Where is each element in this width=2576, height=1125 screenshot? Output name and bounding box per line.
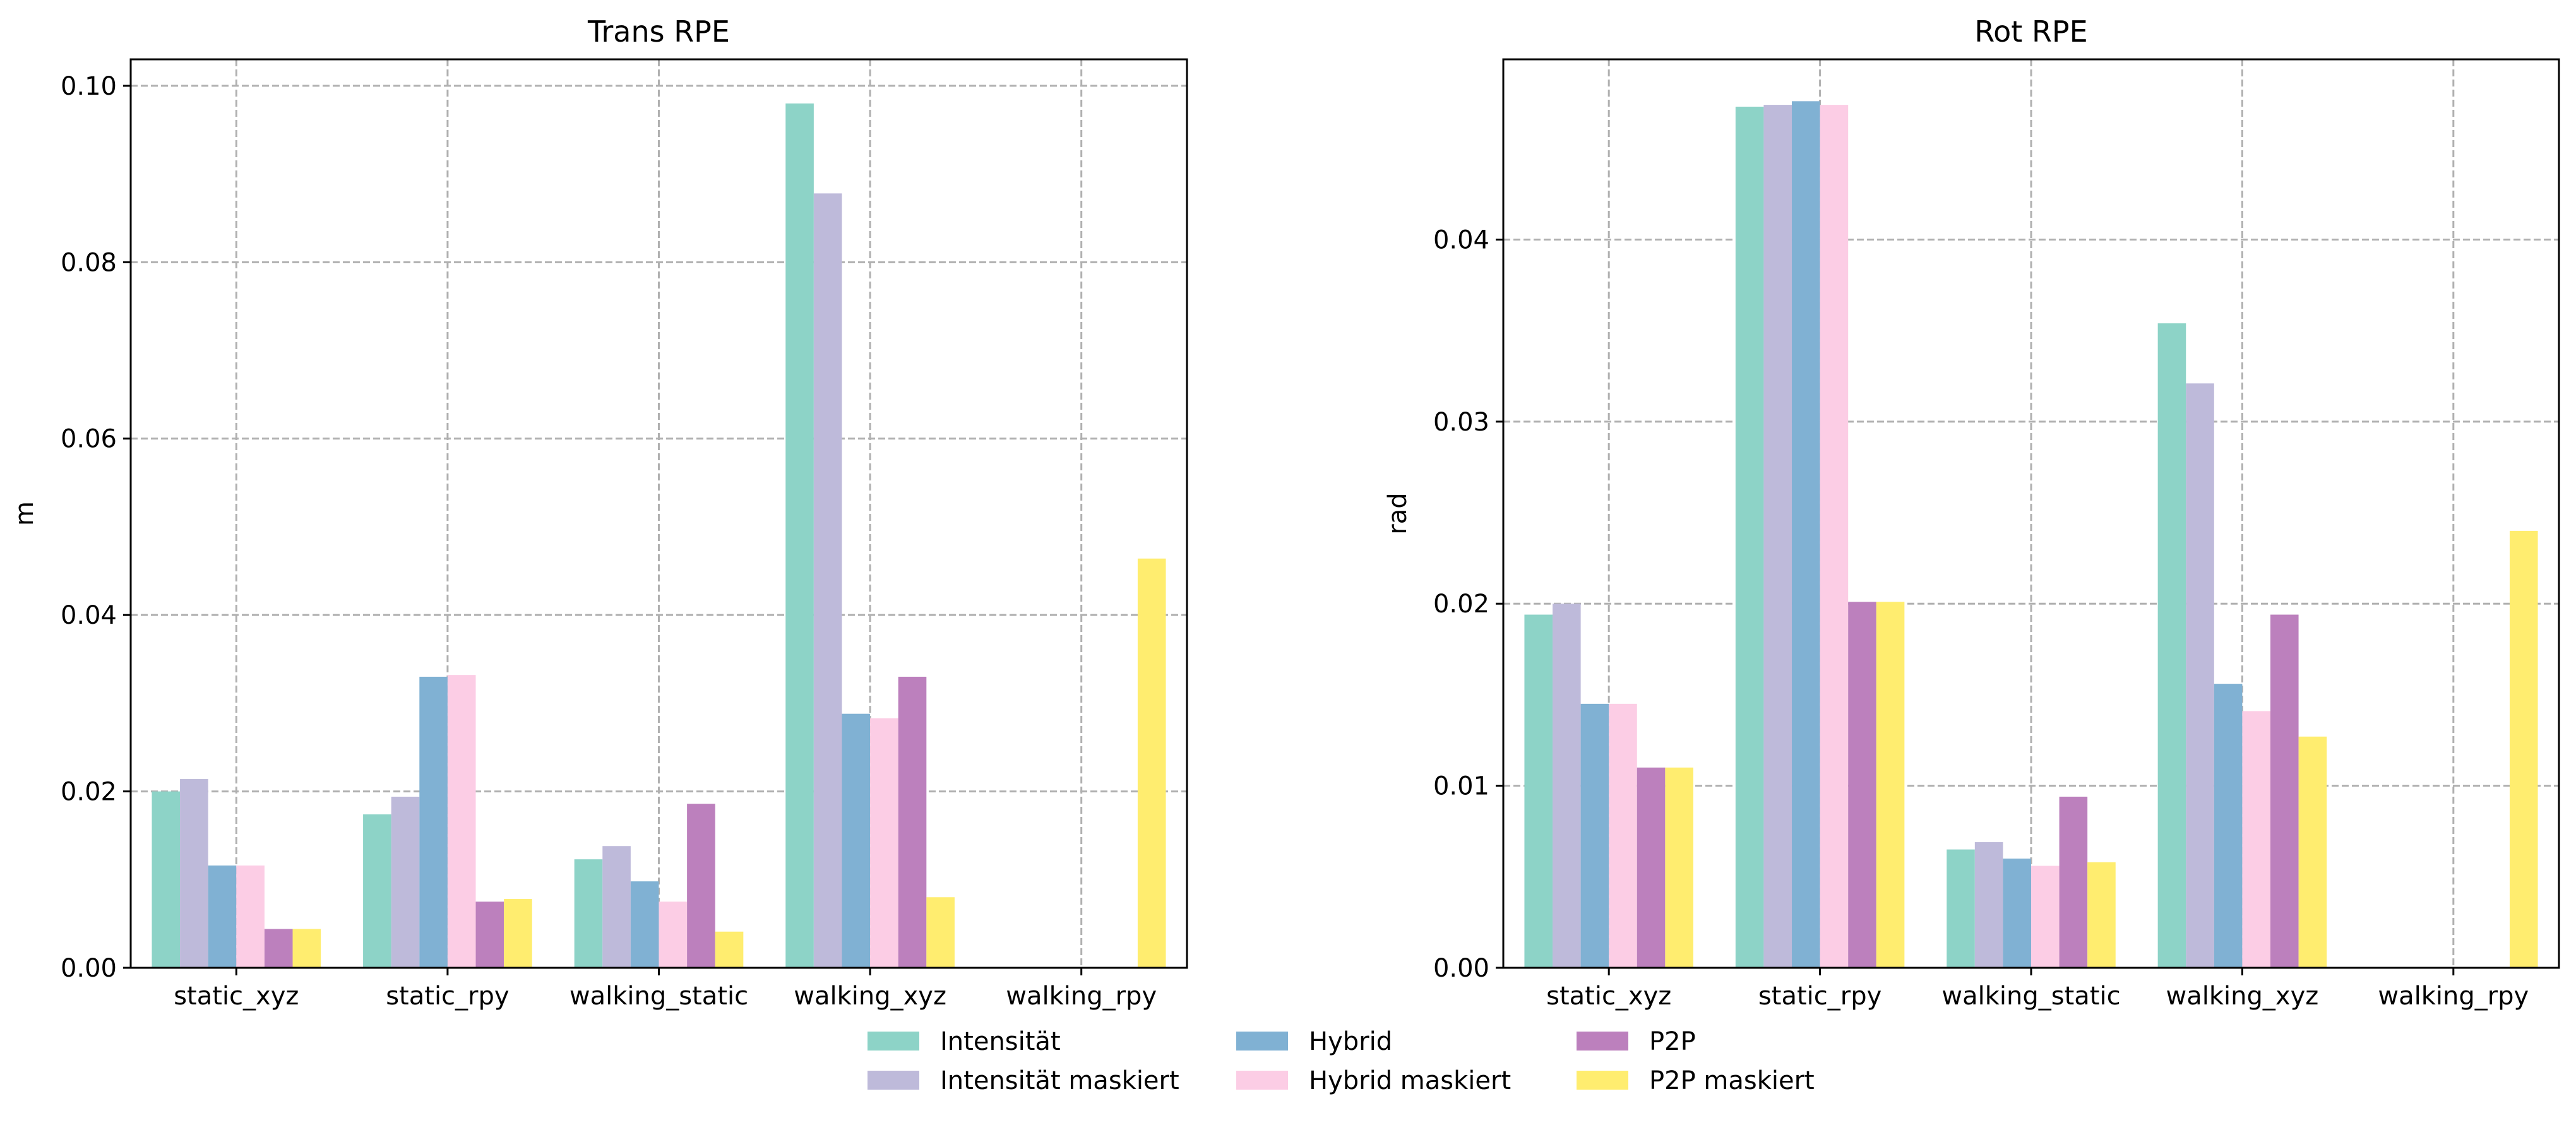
x-tick-label: walking_xyz [2166,982,2319,1011]
x-tick-label: walking_static [569,982,748,1011]
legend-swatch [1236,1032,1288,1051]
bar-intensit-t-maskiert-walking-xyz [813,193,842,968]
bar-hybrid-maskiert-static-xyz [1609,703,1637,968]
bar-intensit-t-maskiert-static-rpy [391,796,420,968]
x-tick-label: walking_rpy [2378,982,2529,1011]
bar-p2p-maskiert-walking-xyz [2298,736,2327,968]
bar-intensit-t-static-xyz [152,791,181,968]
bar-p2p-maskiert-walking-rpy [2509,530,2538,968]
legend-item-intensit-t-maskiert: Intensität maskiert [868,1066,1179,1095]
legend-swatch [1577,1071,1628,1090]
bar-hybrid-static-rpy [419,676,448,968]
legend-swatch [1236,1071,1288,1090]
legend-label: Hybrid maskiert [1309,1066,1511,1095]
bar-p2p-walking-xyz [2270,614,2299,968]
bar-p2p-maskiert-static-rpy [504,899,532,968]
bar-p2p-maskiert-static-xyz [1665,767,1693,968]
bar-hybrid-static-xyz [208,865,237,968]
x-tick-label: static_rpy [386,982,509,1011]
x-tick-label: walking_rpy [1006,982,1157,1011]
bar-hybrid-maskiert-static-rpy [447,675,476,968]
bar-intensit-t-static-rpy [363,814,391,968]
bar-intensit-t-static-xyz [1524,614,1553,968]
x-tick-label: walking_xyz [794,982,946,1011]
x-tick-label: walking_static [1941,982,2120,1011]
bar-p2p-maskiert-static-xyz [292,929,321,968]
legend-swatch [868,1032,919,1051]
legend-item-p2p-maskiert: P2P maskiert [1577,1066,1815,1095]
bar-intensit-t-maskiert-walking-xyz [2186,383,2214,968]
y-tick-label: 0.08 [61,248,117,277]
trans-rpe-chart: 0.00 0.02 0.04 0.06 0.08 0.10 static_xyz static… [10,15,1188,1011]
legend-item-p2p: P2P [1577,1027,1696,1056]
legend-swatch [868,1071,919,1090]
bar-p2p-maskiert-static-rpy [1876,602,1905,968]
y-axis-label: m [10,501,39,526]
y-tick-label: 0.03 [1433,408,1489,437]
bar-hybrid-maskiert-walking-xyz [870,718,898,968]
legend-item-hybrid-maskiert: Hybrid maskiert [1236,1066,1511,1095]
y-tick-label: 0.00 [61,954,117,983]
bar-p2p-maskiert-walking-static [715,931,744,968]
bar-p2p-static-rpy [1848,602,1876,968]
bar-hybrid-maskiert-walking-xyz [2242,711,2270,968]
bar-intensit-t-maskiert-walking-static [602,846,631,968]
bar-intensit-t-walking-xyz [785,103,814,968]
x-tick-label: static_xyz [1546,982,1671,1011]
legend-label: Intensität [940,1027,1061,1056]
y-tick-label: 0.00 [1433,954,1489,983]
chart-title: Rot RPE [1974,15,2087,49]
bar-intensit-t-maskiert-walking-static [1974,842,2003,968]
bar-p2p-maskiert-walking-static [2087,862,2116,968]
legend-label: Intensität maskiert [940,1066,1179,1095]
legend-item-intensit-t: Intensität [868,1027,1061,1056]
bar-p2p-walking-static [687,804,715,968]
y-tick-label: 0.01 [1433,772,1489,801]
legend-label: Hybrid [1309,1027,1392,1056]
legend: Intensität Intensität maskiert Hybrid Hybri… [868,1027,1815,1095]
bar-hybrid-static-xyz [1580,703,1609,968]
bar-p2p-static-rpy [475,902,504,968]
bar-intensit-t-maskiert-static-xyz [1553,604,1581,968]
bar-intensit-t-maskiert-static-rpy [1763,105,1792,968]
y-tick-label: 0.02 [1433,590,1489,619]
y-tick-label: 0.04 [1433,225,1489,254]
bar-hybrid-maskiert-walking-static [659,902,688,968]
y-tick-label: 0.10 [61,72,117,101]
bar-p2p-maskiert-walking-xyz [926,897,955,968]
bar-p2p-walking-xyz [898,676,927,968]
legend-label: P2P maskiert [1649,1066,1815,1095]
bar-intensit-t-walking-xyz [2157,323,2186,968]
bar-intensit-t-static-rpy [1735,106,1764,968]
legend-item-hybrid: Hybrid [1236,1027,1392,1056]
bar-p2p-static-xyz [1637,767,1666,968]
bar-hybrid-maskiert-walking-static [2031,866,2060,968]
x-tick-label: static_rpy [1758,982,1881,1011]
legend-swatch [1577,1032,1628,1051]
chart-title: Trans RPE [587,15,730,49]
y-axis-label: rad [1383,492,1412,534]
legend-label: P2P [1649,1027,1696,1056]
bar-hybrid-static-rpy [1792,101,1820,968]
bar-intensit-t-walking-static [574,859,603,968]
y-tick-label: 0.06 [61,425,117,454]
x-tick-label: static_xyz [174,982,299,1011]
bar-p2p-static-xyz [264,929,293,968]
rot-rpe-chart: 0.00 0.01 0.02 0.03 0.04 static_xyz static_rpy… [1383,15,2560,1011]
bar-intensit-t-walking-static [1947,849,1975,968]
bar-hybrid-maskiert-static-rpy [1820,105,1849,968]
bar-hybrid-walking-static [2003,858,2031,968]
y-tick-label: 0.02 [61,778,117,807]
y-tick-label: 0.04 [61,601,117,630]
bar-hybrid-maskiert-static-xyz [236,865,265,968]
bar-hybrid-walking-xyz [842,713,871,968]
bar-hybrid-walking-static [630,881,659,968]
bar-p2p-maskiert-walking-rpy [1137,558,1166,968]
bar-p2p-walking-static [2059,796,2088,968]
bar-hybrid-walking-xyz [2214,684,2243,968]
bar-intensit-t-maskiert-static-xyz [180,779,208,968]
